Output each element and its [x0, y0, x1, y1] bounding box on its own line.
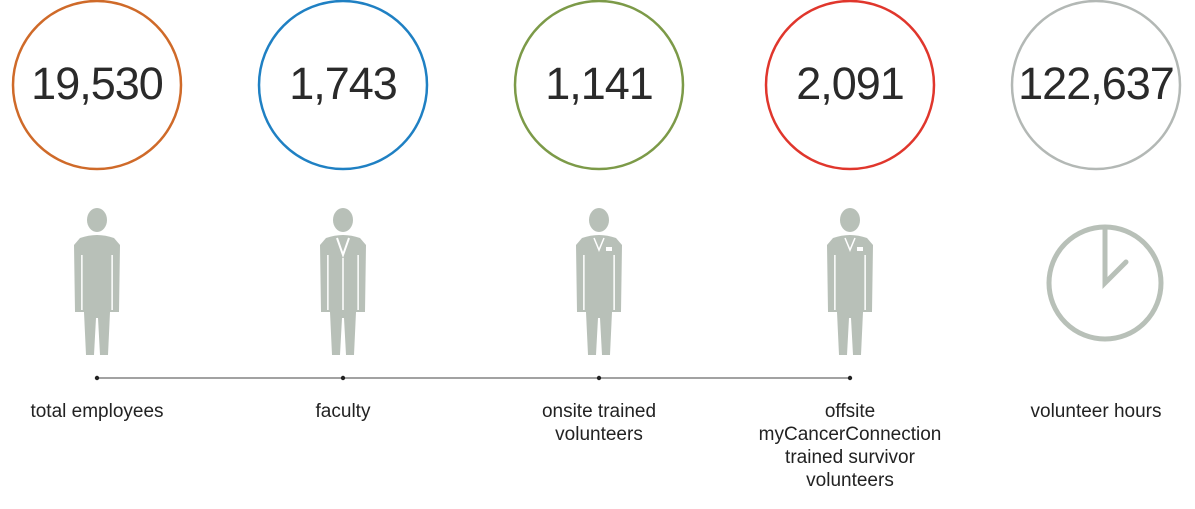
icon-body [576, 235, 622, 355]
stat-label: faculty [316, 401, 371, 422]
stat-label: volunteers [806, 470, 894, 491]
stat-label: offsite [825, 401, 875, 422]
icon-lapel [593, 237, 605, 252]
stat-circle [11, 0, 183, 171]
stat-value: 2,091 [796, 58, 904, 109]
person-icon [576, 208, 622, 355]
icon-head [87, 208, 107, 232]
clock-hands [1102, 225, 1129, 290]
icon-badge [857, 247, 863, 251]
icon-badge [606, 247, 612, 251]
person-icon [827, 208, 873, 355]
connector-dot [596, 375, 602, 381]
person-icon [74, 208, 120, 355]
stat-circle [513, 0, 685, 171]
stat-label: volunteer hours [1031, 401, 1162, 422]
stat-circle [1010, 0, 1182, 171]
person-icon [320, 208, 366, 355]
stat-circle [257, 0, 429, 171]
icon-head [333, 208, 353, 232]
icon-head [589, 208, 609, 232]
connector-dot [847, 375, 853, 381]
icon-head [840, 208, 860, 232]
stat-value: 1,141 [545, 58, 653, 109]
stat-value: 1,743 [289, 58, 397, 109]
clock-icon [1046, 224, 1164, 342]
stat-circle [764, 0, 936, 171]
icon-lapel [336, 237, 350, 259]
stat-label: trained survivor [785, 447, 916, 468]
stat-label: volunteers [555, 424, 643, 445]
connector-dot [340, 375, 346, 381]
stat-label: total employees [30, 401, 163, 422]
icon-body [74, 235, 120, 355]
icon-lapel [844, 237, 856, 252]
stat-label: onsite trained [542, 401, 656, 422]
stat-value: 19,530 [31, 58, 163, 109]
stat-label: myCancerConnection [759, 424, 942, 445]
icon-body [827, 235, 873, 355]
stat-value: 122,637 [1018, 58, 1174, 109]
connector-dot [94, 375, 100, 381]
